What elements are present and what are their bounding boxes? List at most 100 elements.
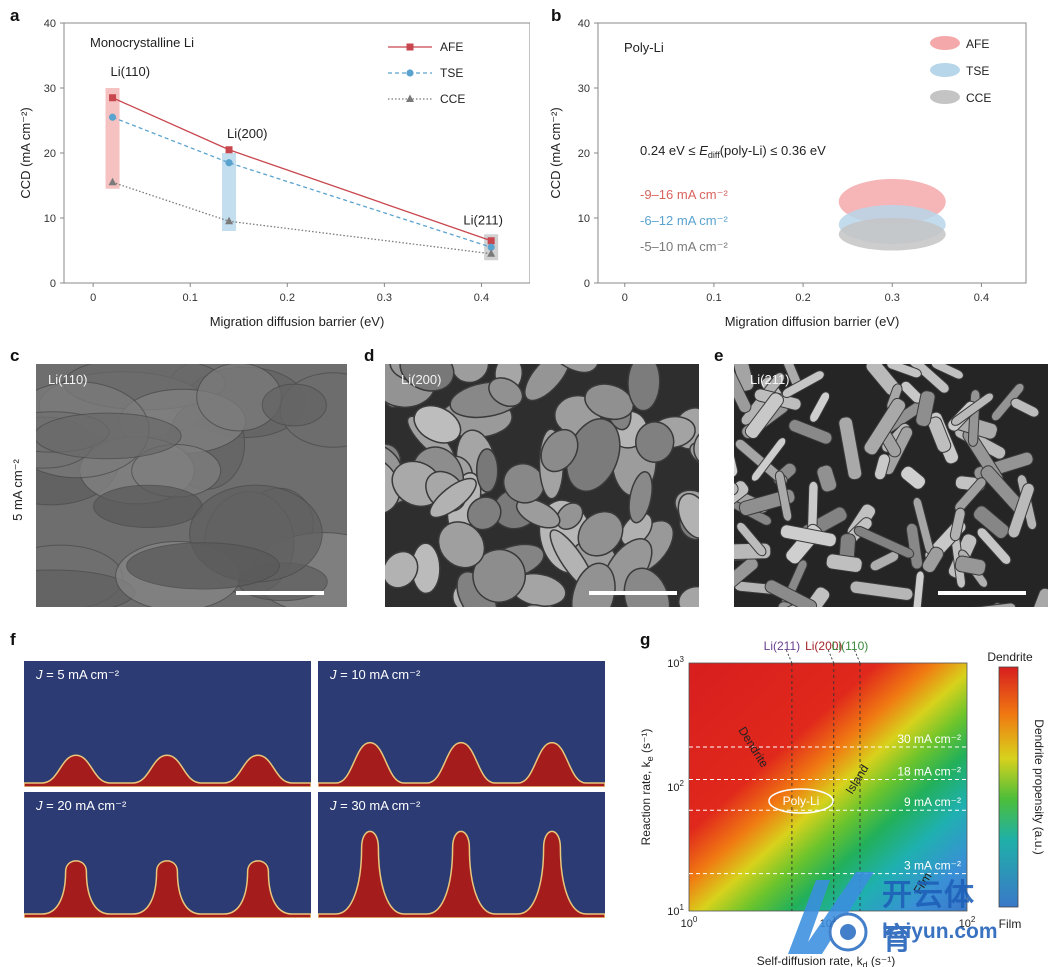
grain-texture	[437, 521, 486, 569]
legend-label: TSE	[440, 66, 463, 80]
legend-swatch	[930, 63, 960, 77]
marker-afe	[487, 237, 495, 245]
x-tick-label: 0	[90, 292, 96, 304]
rod-texture	[838, 416, 863, 481]
rod-texture	[734, 364, 755, 392]
chart-g: Li(211) Li(200)Li(110) 30 mA cm⁻² 18 mA cm…	[639, 639, 1046, 967]
rod-texture	[779, 524, 837, 548]
marker-tse	[225, 159, 233, 167]
sem-label: Li(200)	[401, 372, 442, 387]
rod-texture	[949, 507, 966, 542]
rod-texture	[788, 586, 831, 607]
y-tick-label: 10	[44, 213, 56, 225]
vline-leader	[827, 648, 835, 664]
rod-texture	[954, 555, 987, 576]
rod-texture	[764, 579, 818, 607]
grain-texture	[450, 364, 490, 384]
rod-texture	[734, 481, 739, 505]
rod-texture	[976, 527, 1012, 565]
rod-texture	[853, 525, 915, 559]
sim-frame-20: J = 20 mA cm⁻²	[24, 792, 311, 918]
x-tick-label: 0.2	[280, 292, 295, 304]
grain-texture	[689, 441, 699, 472]
x-tick-label: 102	[959, 915, 976, 930]
chart-b: 0 0.1 0.2 0.3 0.4 0 10 20 30 40 Poly-Li 0.24 eV …	[548, 18, 1027, 329]
y-tick-label: 0	[584, 278, 590, 290]
y-tick-label: 101	[667, 903, 684, 918]
legend-marker	[406, 43, 414, 51]
rod-texture	[816, 464, 838, 493]
legend-marker	[406, 69, 414, 77]
legend-label: TSE	[966, 64, 989, 78]
grain-texture	[628, 471, 653, 524]
heatmap-field	[689, 663, 967, 911]
sim-frame-10: J = 10 mA cm⁻²	[318, 661, 605, 787]
marker-tse	[108, 113, 117, 121]
series-line-cce	[112, 181, 492, 255]
range-ellipse-cce	[838, 218, 946, 251]
rod-texture	[930, 364, 964, 380]
poly-li-label: Poly-Li	[783, 794, 820, 808]
rod-texture	[734, 448, 739, 478]
grain-texture	[584, 383, 635, 421]
y-axis-label: CCD (mA cm⁻²)	[18, 107, 33, 198]
grain-texture	[385, 454, 401, 516]
legend-marker	[406, 94, 414, 102]
rod-texture	[1010, 397, 1040, 418]
y-tick-label: 30	[44, 83, 56, 95]
sim-label: J = 20 mA cm⁻²	[36, 798, 127, 813]
point-label: Li(200)	[227, 126, 267, 141]
rod-texture	[955, 602, 1017, 607]
grain-texture	[413, 404, 462, 444]
rod-texture	[809, 391, 831, 423]
chart-a: 0 0.1 0.2 0.3 0.4 0 10 20 30 40 Li(110) Li(200) Li…	[18, 18, 530, 329]
watermark: 开云体育 kaiyun.com	[778, 862, 998, 962]
rod-texture	[873, 453, 891, 481]
colorbar-top-label: Dendrite	[987, 650, 1033, 664]
legend-label: AFE	[440, 40, 463, 54]
rod-texture	[773, 601, 794, 607]
grain-texture	[693, 424, 699, 468]
grain-texture	[126, 542, 280, 590]
marker-cce	[487, 249, 496, 257]
grain-texture	[556, 502, 584, 530]
poly-li-ellipse	[768, 788, 834, 814]
y-tick-label: 20	[44, 148, 56, 160]
vline-leader	[853, 648, 861, 664]
panel-label-e: e	[714, 346, 724, 365]
grain-texture	[385, 550, 419, 589]
series-line-afe	[112, 97, 492, 242]
rod-texture	[915, 390, 936, 427]
rod-texture	[750, 437, 787, 482]
rod-texture	[951, 392, 995, 426]
ccd-range-text: -9–16 mA cm⁻²	[640, 187, 728, 202]
y-tick-label: 40	[44, 18, 56, 30]
colorbar	[998, 666, 1019, 908]
marker-afe	[109, 94, 117, 102]
x-axis-label: Migration diffusion barrier (eV)	[725, 314, 900, 329]
x-tick-label: 0.4	[474, 292, 489, 304]
grain-texture	[93, 484, 203, 528]
legend-label: CCE	[966, 91, 991, 105]
sim-frame-5: J = 5 mA cm⁻²	[24, 661, 311, 787]
rod-texture	[900, 465, 926, 490]
ccd-range-text: -5–10 mA cm⁻²	[640, 239, 728, 254]
sem-image-li211: Li(211)	[734, 364, 1048, 607]
panel-label-a: a	[10, 6, 20, 25]
series-line-tse	[112, 116, 492, 248]
marker-cce	[108, 177, 117, 186]
lithium-deposit	[24, 754, 311, 787]
hline-label: 30 mA cm⁻²	[897, 732, 961, 746]
grain-texture	[524, 364, 571, 402]
marker-cce	[225, 216, 234, 225]
rod-texture	[905, 522, 924, 570]
grain-texture	[466, 496, 502, 531]
rod-texture	[1023, 587, 1048, 607]
legend-label: CCE	[440, 92, 465, 106]
rod-texture	[886, 364, 922, 379]
watermark-en: kaiyun.com	[882, 920, 998, 943]
grain-texture	[502, 463, 545, 504]
heatmap-frame	[688, 662, 968, 912]
point-label: Li(110)	[111, 64, 151, 79]
vline-label: Li(200)	[805, 639, 842, 653]
